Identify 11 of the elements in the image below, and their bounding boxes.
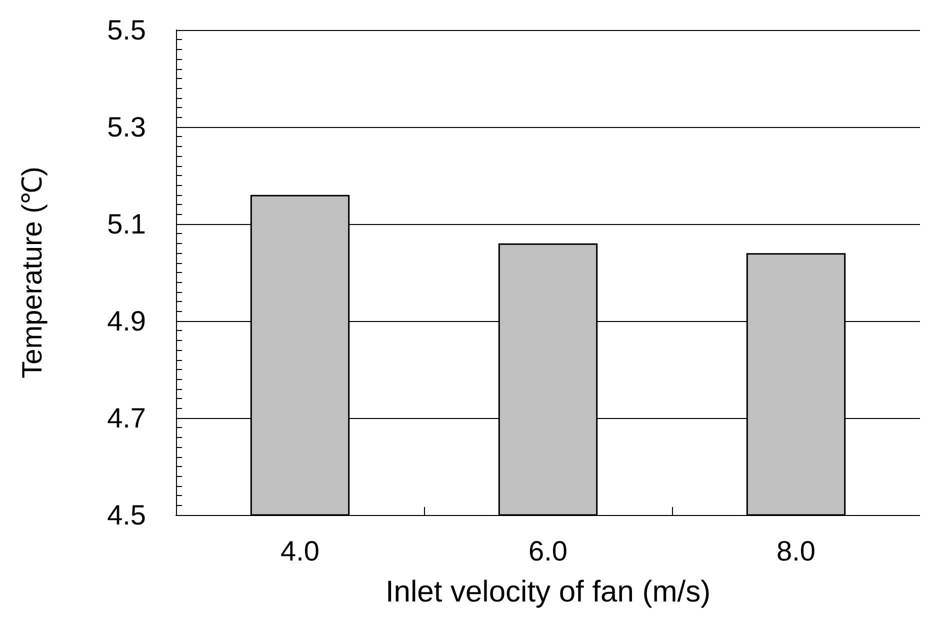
y-tick-label: 4.5 xyxy=(107,500,146,530)
x-tick-label: 8.0 xyxy=(776,536,816,566)
y-tick-label: 4.7 xyxy=(107,402,146,434)
x-tick-label: 4.0 xyxy=(280,536,320,566)
y-axis-title: Temperature (℃) xyxy=(16,166,48,378)
y-tick-label: 5.3 xyxy=(107,112,146,142)
y-tick-label: 4.9 xyxy=(107,306,146,336)
y-tick-label: 5.5 xyxy=(107,14,146,46)
x-tick-label: 6.0 xyxy=(528,536,568,566)
x-axis-title: Inlet velocity of fan (m/s) xyxy=(385,576,711,608)
y-tick-label: 5.1 xyxy=(107,208,146,240)
